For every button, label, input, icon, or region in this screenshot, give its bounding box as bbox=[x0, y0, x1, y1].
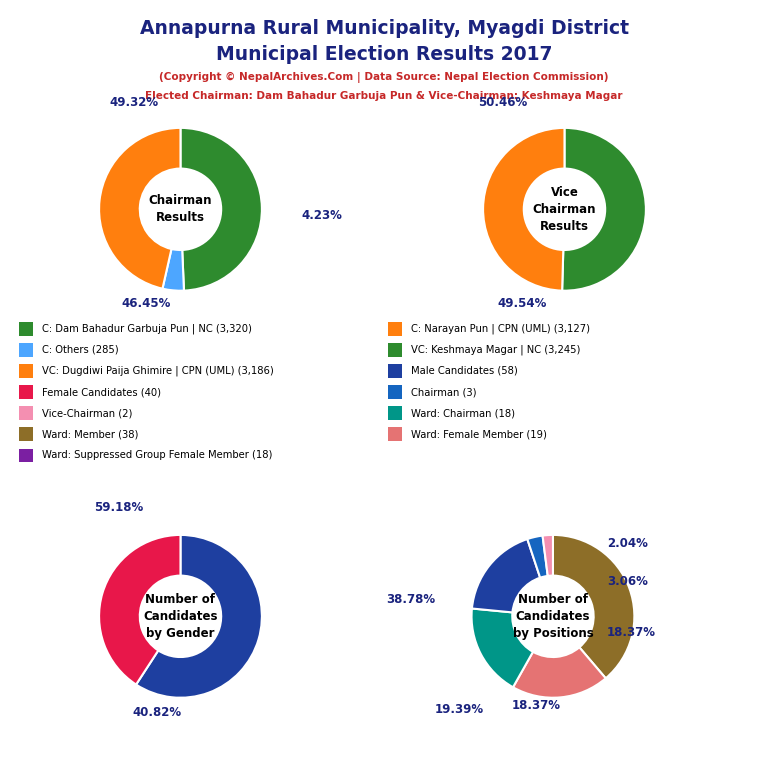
Text: 3.06%: 3.06% bbox=[607, 575, 647, 588]
Text: C: Dam Bahadur Garbuja Pun | NC (3,320): C: Dam Bahadur Garbuja Pun | NC (3,320) bbox=[42, 323, 252, 334]
Wedge shape bbox=[180, 127, 262, 290]
Text: 59.18%: 59.18% bbox=[94, 501, 144, 514]
Text: 19.39%: 19.39% bbox=[435, 703, 484, 716]
Wedge shape bbox=[513, 647, 606, 697]
Text: Number of
Candidates
by Positions: Number of Candidates by Positions bbox=[512, 593, 594, 640]
Wedge shape bbox=[472, 539, 540, 612]
Text: 18.37%: 18.37% bbox=[607, 626, 656, 639]
Text: C: Others (285): C: Others (285) bbox=[42, 345, 119, 355]
Text: 46.45%: 46.45% bbox=[121, 297, 170, 310]
Wedge shape bbox=[163, 249, 184, 291]
Text: VC: Dugdiwi Paija Ghimire | CPN (UML) (3,186): VC: Dugdiwi Paija Ghimire | CPN (UML) (3… bbox=[42, 366, 274, 376]
Text: Chairman (3): Chairman (3) bbox=[411, 387, 476, 397]
Text: Vice
Chairman
Results: Vice Chairman Results bbox=[533, 186, 596, 233]
Text: Municipal Election Results 2017: Municipal Election Results 2017 bbox=[216, 45, 552, 64]
Text: 2.04%: 2.04% bbox=[607, 537, 647, 550]
Text: C: Narayan Pun | CPN (UML) (3,127): C: Narayan Pun | CPN (UML) (3,127) bbox=[411, 323, 590, 334]
Text: Ward: Member (38): Ward: Member (38) bbox=[42, 429, 138, 439]
Wedge shape bbox=[483, 127, 564, 290]
Wedge shape bbox=[562, 127, 646, 290]
Wedge shape bbox=[99, 535, 180, 684]
Wedge shape bbox=[136, 535, 262, 697]
Text: Male Candidates (58): Male Candidates (58) bbox=[411, 366, 518, 376]
Text: (Copyright © NepalArchives.Com | Data Source: Nepal Election Commission): (Copyright © NepalArchives.Com | Data So… bbox=[159, 71, 609, 82]
Text: Number of
Candidates
by Gender: Number of Candidates by Gender bbox=[143, 593, 218, 640]
Text: Female Candidates (40): Female Candidates (40) bbox=[42, 387, 161, 397]
Text: Elected Chairman: Dam Bahadur Garbuja Pun & Vice-Chairman: Keshmaya Magar: Elected Chairman: Dam Bahadur Garbuja Pu… bbox=[145, 91, 623, 101]
Wedge shape bbox=[542, 535, 553, 576]
Text: VC: Keshmaya Magar | NC (3,245): VC: Keshmaya Magar | NC (3,245) bbox=[411, 345, 581, 355]
Text: Ward: Female Member (19): Ward: Female Member (19) bbox=[411, 429, 547, 439]
Text: 18.37%: 18.37% bbox=[511, 699, 561, 712]
Text: 49.54%: 49.54% bbox=[498, 297, 547, 310]
Text: Annapurna Rural Municipality, Myagdi District: Annapurna Rural Municipality, Myagdi Dis… bbox=[140, 19, 628, 38]
Text: 50.46%: 50.46% bbox=[478, 96, 528, 109]
Text: 49.32%: 49.32% bbox=[110, 96, 159, 109]
Text: Chairman
Results: Chairman Results bbox=[149, 194, 212, 224]
Wedge shape bbox=[99, 127, 180, 289]
Wedge shape bbox=[472, 608, 533, 687]
Wedge shape bbox=[553, 535, 634, 678]
Text: Ward: Chairman (18): Ward: Chairman (18) bbox=[411, 408, 515, 419]
Text: 4.23%: 4.23% bbox=[301, 209, 342, 222]
Text: 38.78%: 38.78% bbox=[386, 593, 435, 606]
Text: 40.82%: 40.82% bbox=[133, 706, 182, 719]
Text: Vice-Chairman (2): Vice-Chairman (2) bbox=[42, 408, 133, 419]
Wedge shape bbox=[528, 535, 548, 578]
Text: Ward: Suppressed Group Female Member (18): Ward: Suppressed Group Female Member (18… bbox=[42, 450, 273, 461]
